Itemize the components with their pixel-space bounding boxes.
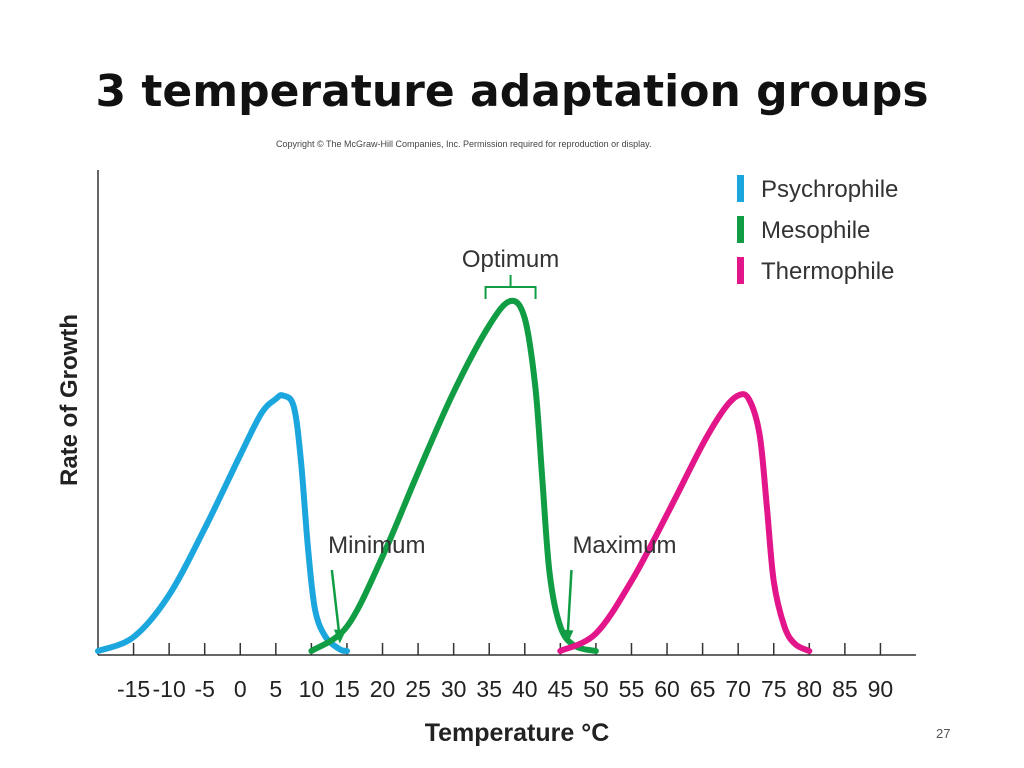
- page-number: 27: [936, 726, 951, 741]
- x-tick-label: 35: [476, 676, 502, 702]
- x-tick-label: 65: [690, 676, 716, 702]
- maximum-arrow-line: [566, 569, 573, 640]
- legend-swatch-mesophile: [737, 216, 744, 243]
- x-ticks: -15 -10 -5 0 5 10 15 20 25 30 35 40 45 50 55 60 65 70 75 80…: [117, 643, 893, 702]
- x-tick-label: 80: [797, 676, 823, 702]
- x-tick-label: 25: [405, 676, 431, 702]
- legend-label-thermophile: Thermophile: [761, 258, 894, 285]
- x-tick-label: 0: [234, 676, 247, 702]
- annotations: Optimum Minimum Maximum: [328, 246, 676, 644]
- optimum-label: Optimum: [462, 246, 559, 273]
- legend-swatch-thermophile: [737, 257, 744, 284]
- x-axis-label: Temperature °C: [425, 719, 610, 747]
- x-tick-label: 30: [441, 676, 467, 702]
- x-tick-label: 40: [512, 676, 538, 702]
- x-tick-label: 70: [725, 676, 751, 702]
- series-line-thermophile: [557, 391, 813, 654]
- x-tick-label: 20: [370, 676, 396, 702]
- x-tick-label: -10: [153, 676, 186, 702]
- minimum-arrow-line: [330, 569, 342, 640]
- optimum-bracket: [484, 275, 537, 299]
- legend-label-psychrophile: Psychrophile: [761, 176, 898, 203]
- series-line-psychrophile: [95, 392, 350, 654]
- x-tick-label: 10: [299, 676, 325, 702]
- legend: Psychrophile Mesophile Thermophile: [737, 175, 898, 285]
- curves: [95, 297, 813, 654]
- minimum-arrow-head: [333, 629, 346, 644]
- minimum-label: Minimum: [328, 532, 425, 559]
- maximum-label: Maximum: [572, 532, 676, 559]
- legend-swatch-psychrophile: [737, 175, 744, 202]
- x-tick-label: 75: [761, 676, 787, 702]
- x-tick-label: 60: [654, 676, 680, 702]
- x-tick-label: 5: [269, 676, 282, 702]
- series-line-mesophile: [308, 297, 599, 654]
- legend-label-mesophile: Mesophile: [761, 217, 870, 244]
- slide-title: 3 temperature adaptation groups: [95, 66, 929, 117]
- x-tick-label: -15: [117, 676, 150, 702]
- maximum-arrow-head: [561, 629, 574, 644]
- x-tick-label: 50: [583, 676, 609, 702]
- x-tick-label: 55: [619, 676, 645, 702]
- x-tick-label: -5: [194, 676, 214, 702]
- y-axis-label: Rate of Growth: [56, 314, 83, 486]
- x-tick-label: 90: [868, 676, 894, 702]
- x-tick-label: 45: [548, 676, 574, 702]
- x-tick-label: 15: [334, 676, 360, 702]
- copyright-notice: Copyright © The McGraw-Hill Companies, I…: [276, 139, 652, 149]
- x-tick-label: 85: [832, 676, 858, 702]
